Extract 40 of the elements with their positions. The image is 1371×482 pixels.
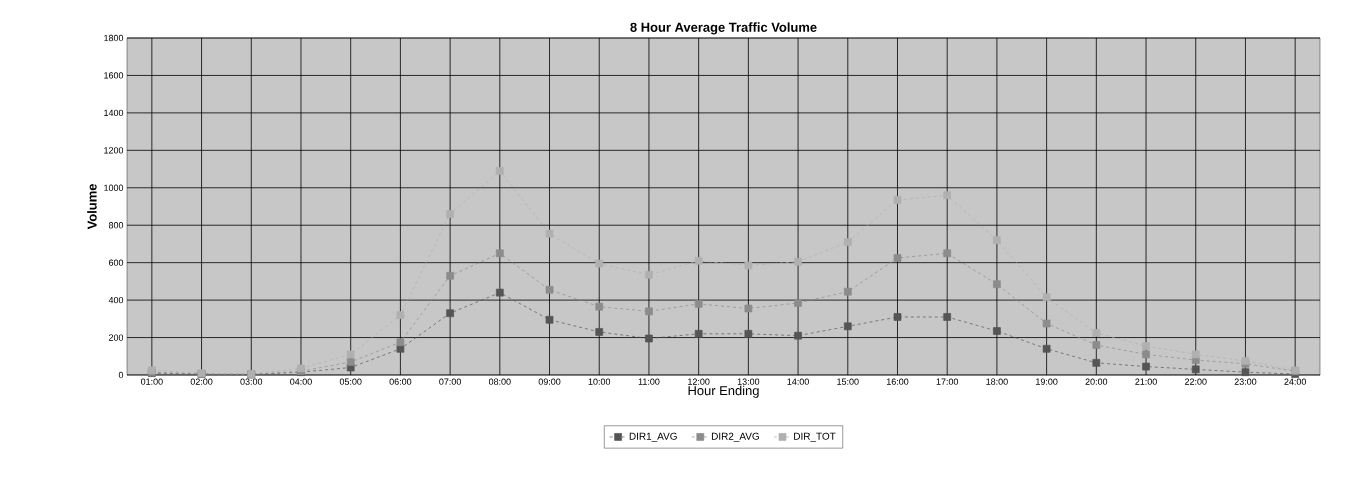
- x-tick-label: 17:00: [936, 378, 959, 385]
- x-tick-label: 09:00: [538, 378, 561, 385]
- x-tick-label: 06:00: [389, 378, 412, 385]
- x-tick-label: 07:00: [439, 378, 461, 385]
- x-tick-label: 15:00: [837, 378, 859, 385]
- y-tick-label: 1200: [104, 147, 124, 154]
- x-tick-label: 23:00: [1234, 378, 1257, 385]
- legend-label: DIR1_AVG: [629, 432, 677, 442]
- y-tick-label: 600: [108, 259, 124, 266]
- x-tick-label: 12:00: [688, 378, 710, 385]
- legend-label: DIR2_AVG: [711, 432, 759, 442]
- x-tick-label: 10:00: [588, 378, 611, 385]
- y-tick-label: 1000: [104, 184, 124, 191]
- x-tick-label: 11:00: [638, 378, 660, 385]
- y-tick-label: 0: [118, 371, 124, 379]
- x-tick-label: 19:00: [1036, 378, 1058, 385]
- x-tick-label: 21:00: [1135, 378, 1157, 385]
- x-tick-label: 05:00: [339, 378, 362, 385]
- y-tick-label: 800: [108, 222, 124, 229]
- x-tick-label: 04:00: [290, 378, 312, 385]
- x-tick-label: 03:00: [240, 378, 263, 385]
- x-tick-label: 13:00: [737, 378, 760, 385]
- x-tick-label: 14:00: [787, 378, 809, 385]
- x-tick-label: 18:00: [986, 378, 1008, 385]
- x-tick-label: 24:00: [1284, 378, 1307, 385]
- x-tick-label: 22:00: [1184, 378, 1207, 385]
- y-tick-label: 1400: [104, 109, 124, 117]
- x-tick-label: 01:00: [140, 378, 163, 385]
- y-tick-label: 400: [108, 296, 124, 304]
- x-tick-label: 20:00: [1085, 378, 1108, 385]
- y-tick-label: 200: [108, 334, 124, 341]
- x-tick-label: 08:00: [488, 378, 511, 385]
- y-tick-label: 1600: [104, 72, 124, 79]
- legend-label: DIR_TOT: [794, 432, 836, 442]
- chart-title: 8 Hour Average Traffic Volume: [630, 22, 817, 35]
- x-axis-title: Hour Ending: [688, 385, 759, 398]
- x-tick-label: 02:00: [190, 378, 213, 385]
- y-axis-title: Volume: [87, 184, 97, 230]
- x-tick-label: 16:00: [886, 378, 909, 385]
- y-tick-label: 1800: [104, 34, 124, 42]
